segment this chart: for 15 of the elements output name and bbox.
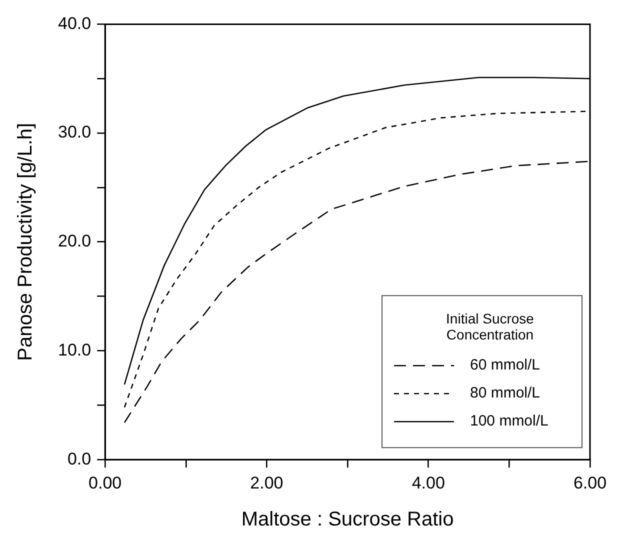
y-tick-label: 40.0: [58, 14, 92, 33]
legend-title: Initial Sucrose Concentration: [446, 310, 534, 342]
y-tick-label: 20.0: [58, 232, 92, 251]
legend-label: 80 mmol/L: [470, 384, 540, 402]
legend-label: 60 mmol/L: [470, 356, 540, 374]
x-tick-label: 2.00: [250, 473, 284, 492]
x-tick-label: 6.00: [573, 473, 607, 492]
x-tick-label: 0.00: [88, 473, 122, 492]
legend-label: 100 mmol/L: [470, 412, 548, 430]
y-tick-label: 10.0: [58, 340, 92, 360]
x-tick-label: 4.00: [412, 473, 445, 492]
y-axis-title: Panose Productivity [g/L.h]: [14, 122, 37, 361]
y-tick-label: 0.0: [67, 449, 92, 468]
x-axis-title: Maltose : Sucrose Ratio: [241, 508, 454, 531]
y-tick-label: 30.0: [58, 122, 92, 142]
